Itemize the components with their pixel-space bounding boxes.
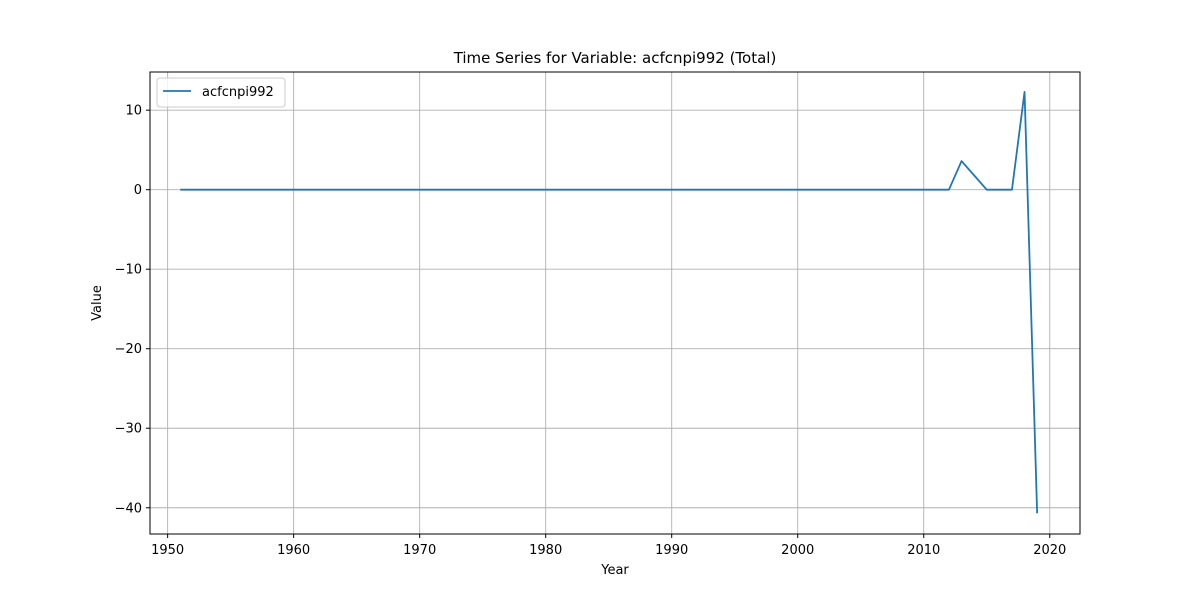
y-tick-label: −20: [115, 342, 142, 357]
plot-area-frame: [149, 71, 1081, 535]
y-tick-label: −40: [115, 501, 142, 516]
y-axis-ticks: 10 0 −10 −20 −30 −40: [115, 104, 150, 516]
x-tick-label: 2000: [781, 543, 814, 558]
chart-title: Time Series for Variable: acfcnpi992 (To…: [453, 49, 777, 67]
legend: acfcnpi992: [156, 77, 286, 108]
y-tick-label: 10: [125, 104, 142, 119]
x-axis-ticks: 1950 1960 1970 1980 1990 2000 2010 2020: [151, 534, 1066, 558]
grid-horizontal: [150, 109, 1080, 509]
x-tick-label: 1980: [529, 543, 562, 558]
y-tick-label: 0: [134, 183, 142, 198]
x-tick-label: 2020: [1033, 543, 1066, 558]
grid-vertical: [167, 72, 1051, 534]
series-line-0: [180, 90, 1039, 514]
x-tick-label: 1960: [277, 543, 310, 558]
x-tick-label: 1990: [655, 543, 688, 558]
y-tick-label: −10: [115, 263, 142, 278]
y-tick-label: −30: [115, 422, 142, 437]
y-axis-label: Value: [90, 285, 105, 321]
x-tick-label: 1950: [151, 543, 184, 558]
x-axis-label: Year: [600, 563, 629, 578]
legend-box: [156, 77, 286, 108]
series-layer: [180, 90, 1039, 514]
x-tick-label: 2010: [907, 543, 940, 558]
x-tick-label: 1970: [403, 543, 436, 558]
legend-entry-label: acfcnpi992: [202, 85, 274, 100]
